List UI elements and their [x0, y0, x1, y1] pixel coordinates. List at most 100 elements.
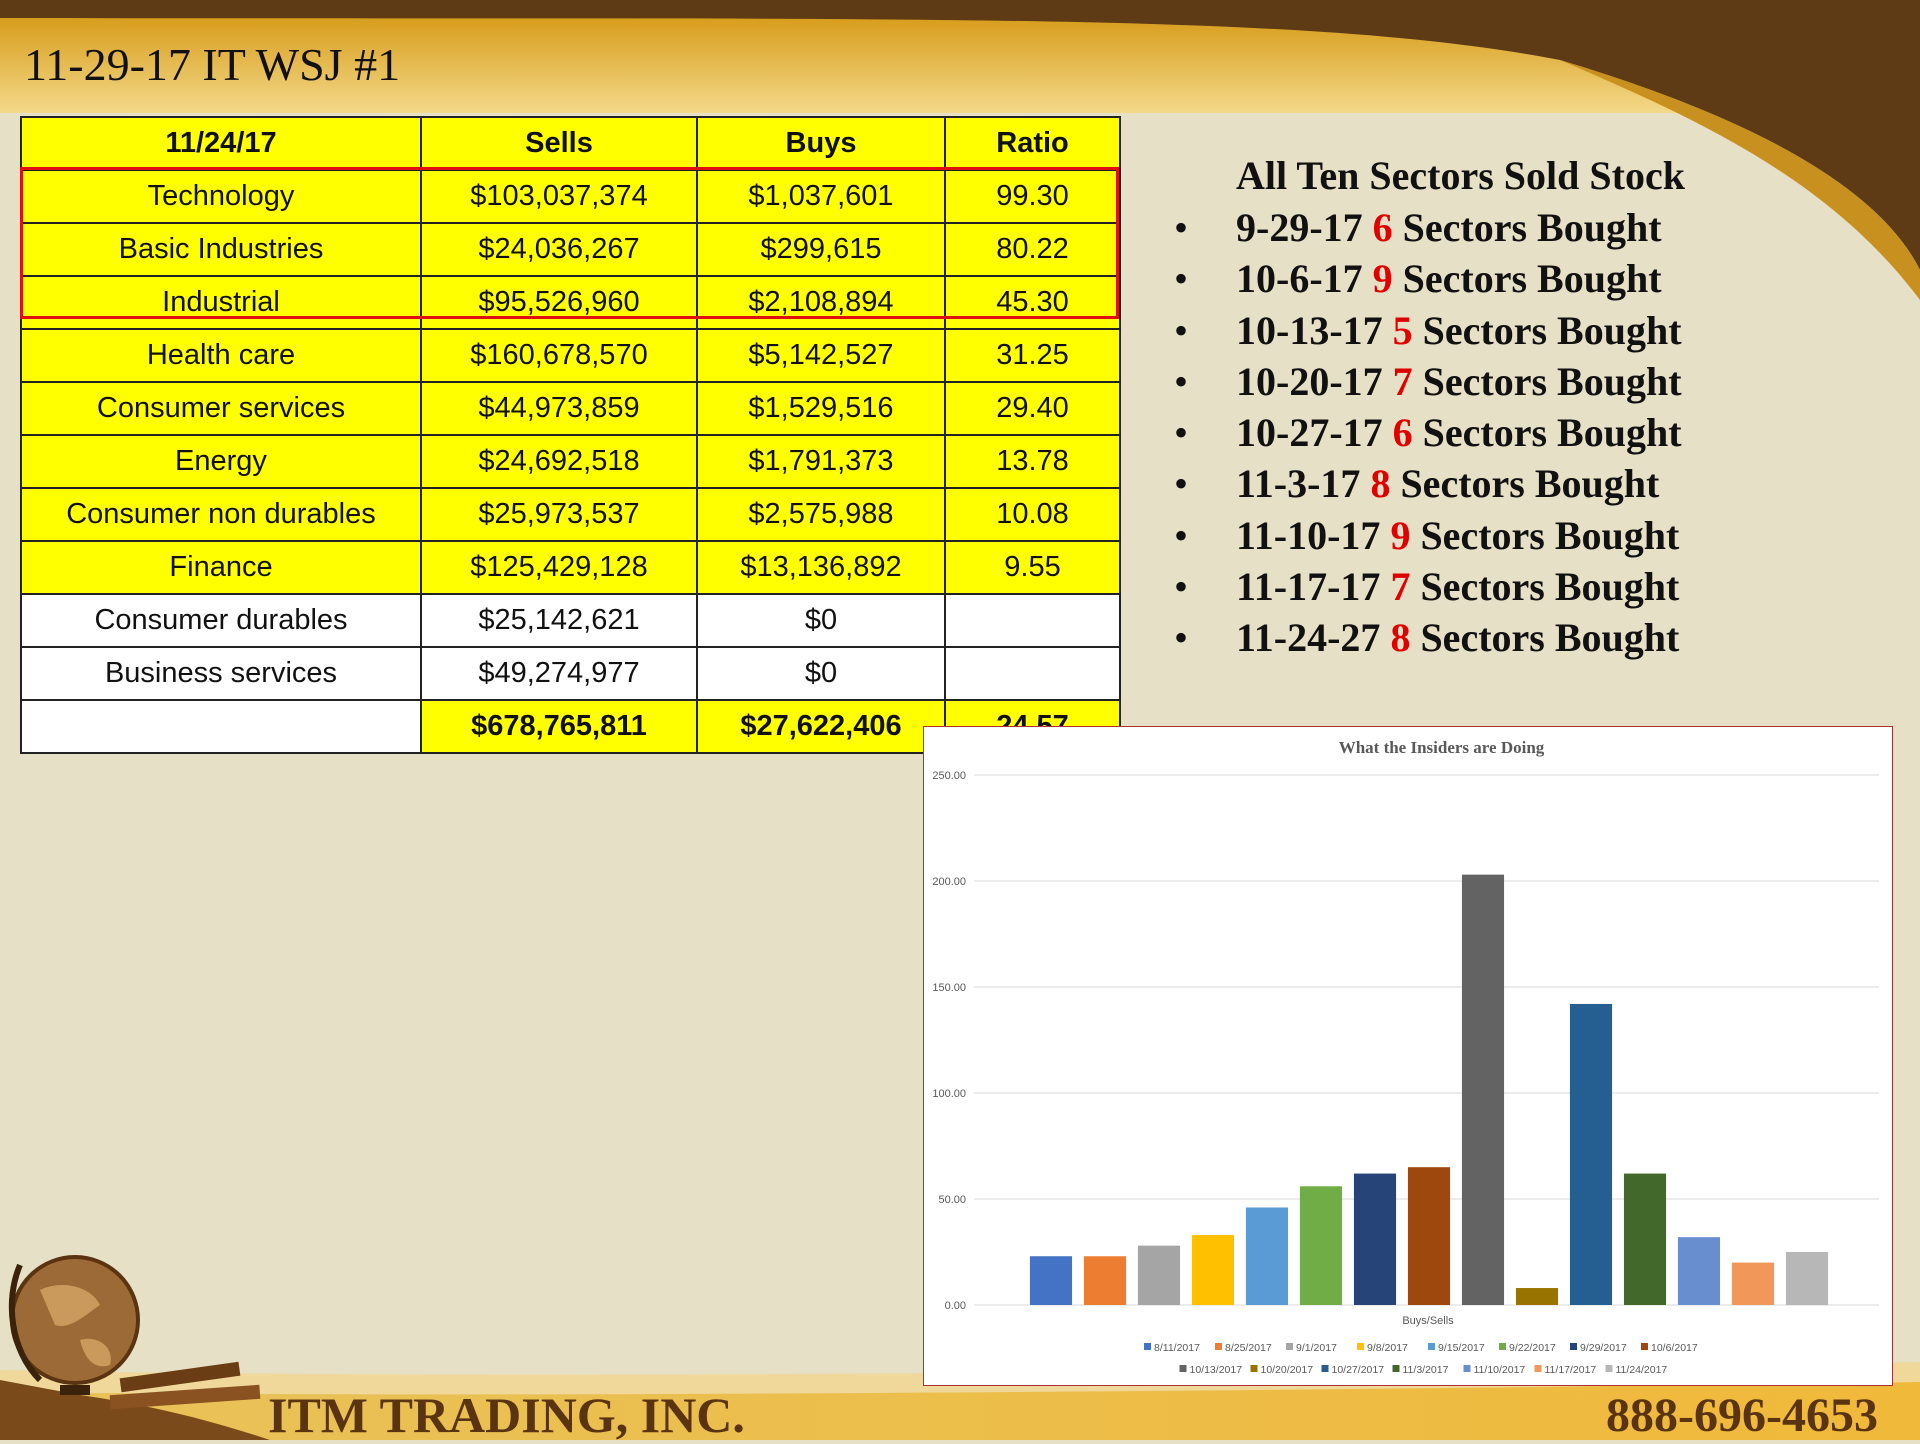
legend-swatch: [1357, 1343, 1364, 1350]
sells-cell: $103,037,374: [420, 169, 698, 224]
item-date: 10-20-17: [1236, 358, 1383, 404]
chart-bar: [1191, 1235, 1235, 1305]
legend-swatch: [1250, 1365, 1258, 1372]
footer-company: ITM TRADING, INC.: [268, 1387, 745, 1443]
list-item: • 11-10-17 9 Sectors Bought: [1174, 512, 1680, 558]
chart-bar: [1245, 1207, 1289, 1305]
buys-cell: $5,142,527: [696, 328, 946, 383]
legend-swatch: [1144, 1343, 1151, 1350]
item-date: 10-6-17: [1236, 256, 1363, 302]
list-item: • 11-24-27 8 Sectors Bought: [1174, 615, 1680, 661]
list-item: • 10-13-17 5 Sectors Bought: [1174, 307, 1682, 353]
sells-cell: $25,142,621: [420, 593, 698, 648]
item-count: 8: [1390, 615, 1411, 661]
sector-table: 11/24/17 Sells Buys Ratio Technology $10…: [20, 116, 1121, 754]
legend-label: 9/15/2017: [1438, 1342, 1485, 1354]
sector-cell: Technology: [20, 169, 422, 224]
legend-swatch: [1215, 1343, 1222, 1350]
ratio-cell: 9.55: [944, 540, 1121, 595]
table-row: Consumer non durables $25,973,537 $2,575…: [20, 487, 1121, 542]
item-text: Sectors Bought: [1420, 615, 1680, 661]
buys-cell: $2,108,894: [696, 275, 946, 330]
legend-label: 9/22/2017: [1509, 1342, 1556, 1354]
item-text: Sectors Bought: [1422, 358, 1682, 404]
total-buys: $27,622,406: [696, 699, 946, 754]
sector-cell: Energy: [20, 434, 422, 489]
table-row: Technology $103,037,374 $1,037,601 99.30: [20, 169, 1121, 224]
legend-swatch: [1534, 1365, 1542, 1372]
legend-swatch: [1499, 1343, 1506, 1350]
footer-phone: 888-696-4653: [1606, 1389, 1878, 1442]
legend-swatch: [1286, 1343, 1293, 1350]
item-text: Sectors Bought: [1422, 307, 1682, 353]
sells-cell: $25,973,537: [420, 487, 698, 542]
table-row: Finance $125,429,128 $13,136,892 9.55: [20, 540, 1121, 595]
ratio-cell: 13.78: [944, 434, 1121, 489]
sector-summary: All Ten Sectors Sold Stock • 9-29-17 6 Se…: [1160, 150, 1860, 664]
item-count: 6: [1372, 205, 1393, 250]
item-text: Sectors Bought: [1400, 461, 1660, 507]
chart-title: What the Insiders are Doing: [1339, 738, 1545, 757]
globe-icon: [0, 1255, 270, 1440]
y-tick-label: 50.00: [938, 1194, 966, 1206]
y-tick-label: 250.00: [932, 770, 966, 782]
legend-swatch: [1392, 1365, 1400, 1372]
legend-label: 8/11/2017: [1154, 1342, 1200, 1354]
chart-bar: [1785, 1252, 1829, 1305]
totals-label: [20, 699, 422, 754]
legend-label: 11/10/2017: [1474, 1364, 1526, 1376]
legend-swatch: [1321, 1365, 1329, 1372]
legend-label: 11/3/2017: [1403, 1364, 1449, 1376]
chart-bar: [1461, 874, 1505, 1305]
y-tick-label: 0.00: [945, 1300, 966, 1312]
legend-label: 10/27/2017: [1332, 1364, 1385, 1376]
sells-cell: $24,692,518: [420, 434, 698, 489]
legend-label: 8/25/2017: [1225, 1342, 1272, 1354]
sells-cell: $49,274,977: [420, 646, 698, 701]
legend-swatch: [1179, 1365, 1187, 1372]
sector-cell: Basic Industries: [20, 222, 422, 277]
header-date: 11/24/17: [20, 116, 422, 171]
legend-swatch: [1605, 1365, 1613, 1372]
sells-cell: $44,973,859: [420, 381, 698, 436]
table-row: Consumer services $44,973,859 $1,529,516…: [20, 381, 1121, 436]
chart-bar: [1623, 1173, 1667, 1305]
list-item: • 9-29-17 6 Sectors Bought: [1174, 205, 1662, 250]
buys-cell: $1,791,373: [696, 434, 946, 489]
item-text: Sectors Bought: [1420, 512, 1680, 558]
sells-cell: $160,678,570: [420, 328, 698, 383]
list-item: • 10-20-17 7 Sectors Bought: [1174, 358, 1682, 404]
legend-swatch: [1428, 1343, 1435, 1350]
sells-cell: $24,036,267: [420, 222, 698, 277]
sells-cell: $95,526,960: [420, 275, 698, 330]
total-sells: $678,765,811: [420, 699, 698, 754]
header-sells: Sells: [420, 116, 698, 171]
item-date: 11-3-17: [1236, 461, 1361, 507]
chart-bar: [1083, 1256, 1127, 1305]
slide-title: 11-29-17 IT WSJ #1: [24, 39, 401, 90]
ratio-cell: [944, 593, 1121, 648]
item-date: 10-13-17: [1236, 307, 1383, 353]
legend-swatch: [1570, 1343, 1577, 1350]
chart-bar: [1731, 1262, 1775, 1305]
sector-cell: Health care: [20, 328, 422, 383]
insiders-chart: What the Insiders are Doing 0.00 50.00 100.…: [923, 726, 1893, 1386]
item-text: Sectors Bought: [1420, 564, 1680, 610]
item-count: 5: [1392, 307, 1413, 353]
legend-label: 10/13/2017: [1190, 1364, 1243, 1376]
ratio-cell: 80.22: [944, 222, 1121, 277]
table-row: Business services $49,274,977 $0: [20, 646, 1121, 701]
item-date: 11-24-27: [1236, 615, 1381, 661]
legend-label: 11/24/2017: [1616, 1364, 1668, 1376]
legend-label: 9/29/2017: [1580, 1342, 1627, 1354]
buys-cell: $2,575,988: [696, 487, 946, 542]
buys-cell: $1,037,601: [696, 169, 946, 224]
ratio-cell: 10.08: [944, 487, 1121, 542]
buys-cell: $0: [696, 593, 946, 648]
buys-cell: $0: [696, 646, 946, 701]
legend-label: 10/6/2017: [1651, 1342, 1698, 1354]
ratio-cell: 31.25: [944, 328, 1121, 383]
summary-heading: All Ten Sectors Sold Stock: [1236, 153, 1685, 198]
sector-cell: Consumer non durables: [20, 487, 422, 542]
item-date: 9-29-17: [1236, 205, 1363, 250]
